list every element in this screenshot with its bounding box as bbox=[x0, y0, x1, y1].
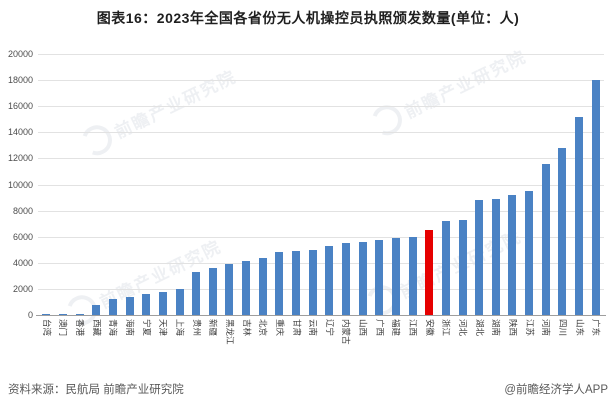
x-axis-label-山东: 山东 bbox=[574, 319, 585, 337]
x-axis-label-江西: 江西 bbox=[408, 319, 419, 337]
y-axis-tick-label: 6000 bbox=[12, 231, 33, 242]
bar-山东 bbox=[575, 117, 584, 315]
x-axis-label-河北: 河北 bbox=[458, 319, 468, 337]
bar-江苏 bbox=[525, 191, 534, 315]
y-axis-tick-label: 14000 bbox=[7, 127, 33, 138]
footer-credit: @前瞻经济学人APP bbox=[504, 384, 608, 396]
grid-line bbox=[38, 158, 604, 160]
bar-甘肃 bbox=[292, 251, 301, 315]
x-axis-label-四川: 四川 bbox=[557, 319, 568, 337]
grid-line bbox=[38, 54, 604, 55]
bar-新疆 bbox=[208, 268, 217, 315]
x-axis-label-广西: 广西 bbox=[374, 319, 385, 337]
grid-line bbox=[38, 106, 604, 108]
bar-黑龙江 bbox=[225, 264, 234, 315]
x-axis-label-台湾: 台湾 bbox=[41, 319, 52, 337]
grid-line bbox=[38, 262, 604, 264]
x-axis-line bbox=[36, 315, 606, 316]
x-axis-label-新疆: 新疆 bbox=[208, 319, 219, 337]
chart-title: 图表16：2023年全国各省份无人机操控员执照颁发数量(单位：人) bbox=[96, 10, 520, 26]
x-axis-label-山西: 山西 bbox=[358, 319, 369, 337]
grid-line bbox=[38, 184, 604, 186]
x-axis-label-宁夏: 宁夏 bbox=[141, 319, 152, 337]
x-axis-label-海南: 海南 bbox=[125, 319, 136, 337]
bar-北京 bbox=[258, 258, 267, 315]
bar-宁夏 bbox=[142, 294, 151, 315]
y-axis-tick-label: 8000 bbox=[12, 205, 33, 216]
x-axis-label-西藏: 西藏 bbox=[91, 319, 102, 337]
bar-重庆 bbox=[275, 252, 284, 315]
bar-内蒙古 bbox=[341, 243, 350, 315]
grid-line bbox=[38, 80, 604, 82]
grid-line bbox=[38, 210, 604, 212]
y-axis-tick-label: 2000 bbox=[12, 283, 33, 294]
bar-贵州 bbox=[192, 272, 201, 315]
x-axis-label-上海: 上海 bbox=[175, 319, 185, 337]
bar-澳门 bbox=[58, 314, 67, 315]
bar-河北 bbox=[458, 220, 467, 315]
x-axis-label-湖南: 湖南 bbox=[491, 319, 502, 337]
bar-湖北 bbox=[475, 200, 484, 315]
x-axis-label-天津: 天津 bbox=[158, 319, 169, 337]
x-axis-label-河南: 河南 bbox=[541, 319, 552, 337]
bar-辽宁 bbox=[325, 246, 334, 315]
bar-山西 bbox=[358, 242, 367, 315]
x-axis-label-香港: 香港 bbox=[75, 319, 86, 337]
y-axis-tick-label: 20000 bbox=[7, 49, 33, 59]
y-axis-tick-label: 16000 bbox=[7, 101, 33, 112]
bar-香港 bbox=[75, 314, 84, 315]
bar-湖南 bbox=[491, 199, 500, 315]
bar-青海 bbox=[108, 299, 117, 315]
x-axis-label-广东: 广东 bbox=[591, 319, 602, 337]
x-axis-label-青海: 青海 bbox=[108, 319, 119, 337]
x-axis-label-黑龙江: 黑龙江 bbox=[224, 319, 235, 345]
x-axis-label-甘肃: 甘肃 bbox=[291, 319, 302, 337]
grid-line bbox=[38, 132, 604, 134]
x-axis-label-浙江: 浙江 bbox=[441, 319, 452, 337]
grid-line bbox=[38, 236, 604, 238]
plot-area bbox=[38, 54, 604, 315]
y-axis-tick-label: 18000 bbox=[7, 75, 33, 86]
bar-陕西 bbox=[508, 195, 517, 315]
bar-台湾 bbox=[42, 314, 51, 315]
x-axis-label-北京: 北京 bbox=[258, 319, 269, 337]
bar-海南 bbox=[125, 297, 134, 315]
y-axis-tick-label: 4000 bbox=[12, 257, 33, 268]
x-axis-label-江苏: 江苏 bbox=[524, 319, 535, 337]
footer-source: 资料来源：民航局 前瞻产业研究院 bbox=[8, 384, 184, 396]
grid-line bbox=[38, 288, 604, 290]
y-axis-tick-label: 10000 bbox=[7, 179, 33, 190]
x-axis-label-重庆: 重庆 bbox=[274, 319, 285, 337]
x-axis-label-澳门: 澳门 bbox=[58, 319, 69, 337]
bar-天津 bbox=[158, 292, 167, 315]
x-axis-label-湖北: 湖北 bbox=[474, 319, 485, 337]
x-axis-label-吉林: 吉林 bbox=[241, 319, 252, 337]
bar-四川 bbox=[558, 148, 567, 315]
bar-上海 bbox=[175, 289, 184, 315]
x-axis-label-贵州: 贵州 bbox=[191, 319, 202, 337]
y-axis-tick-label: 0 bbox=[27, 310, 33, 320]
bar-江西 bbox=[408, 237, 417, 315]
y-axis-tick-label: 12000 bbox=[7, 153, 33, 164]
bar-浙江 bbox=[441, 221, 450, 315]
bar-河南 bbox=[541, 164, 550, 315]
x-axis-label-内蒙古: 内蒙古 bbox=[341, 319, 352, 345]
x-axis-label-福建: 福建 bbox=[391, 319, 402, 337]
x-axis-label-陕西: 陕西 bbox=[507, 319, 518, 337]
bar-福建 bbox=[391, 238, 400, 315]
bar-highlighted-安徽 bbox=[425, 230, 434, 315]
bar-云南 bbox=[308, 250, 317, 315]
bar-吉林 bbox=[242, 261, 251, 315]
x-axis-label-辽宁: 辽宁 bbox=[324, 319, 335, 337]
x-axis-label-安徽: 安徽 bbox=[424, 319, 435, 337]
bar-西藏 bbox=[92, 305, 101, 315]
bar-广东 bbox=[591, 80, 600, 315]
x-axis-label-云南: 云南 bbox=[308, 319, 319, 337]
bar-广西 bbox=[375, 240, 384, 315]
